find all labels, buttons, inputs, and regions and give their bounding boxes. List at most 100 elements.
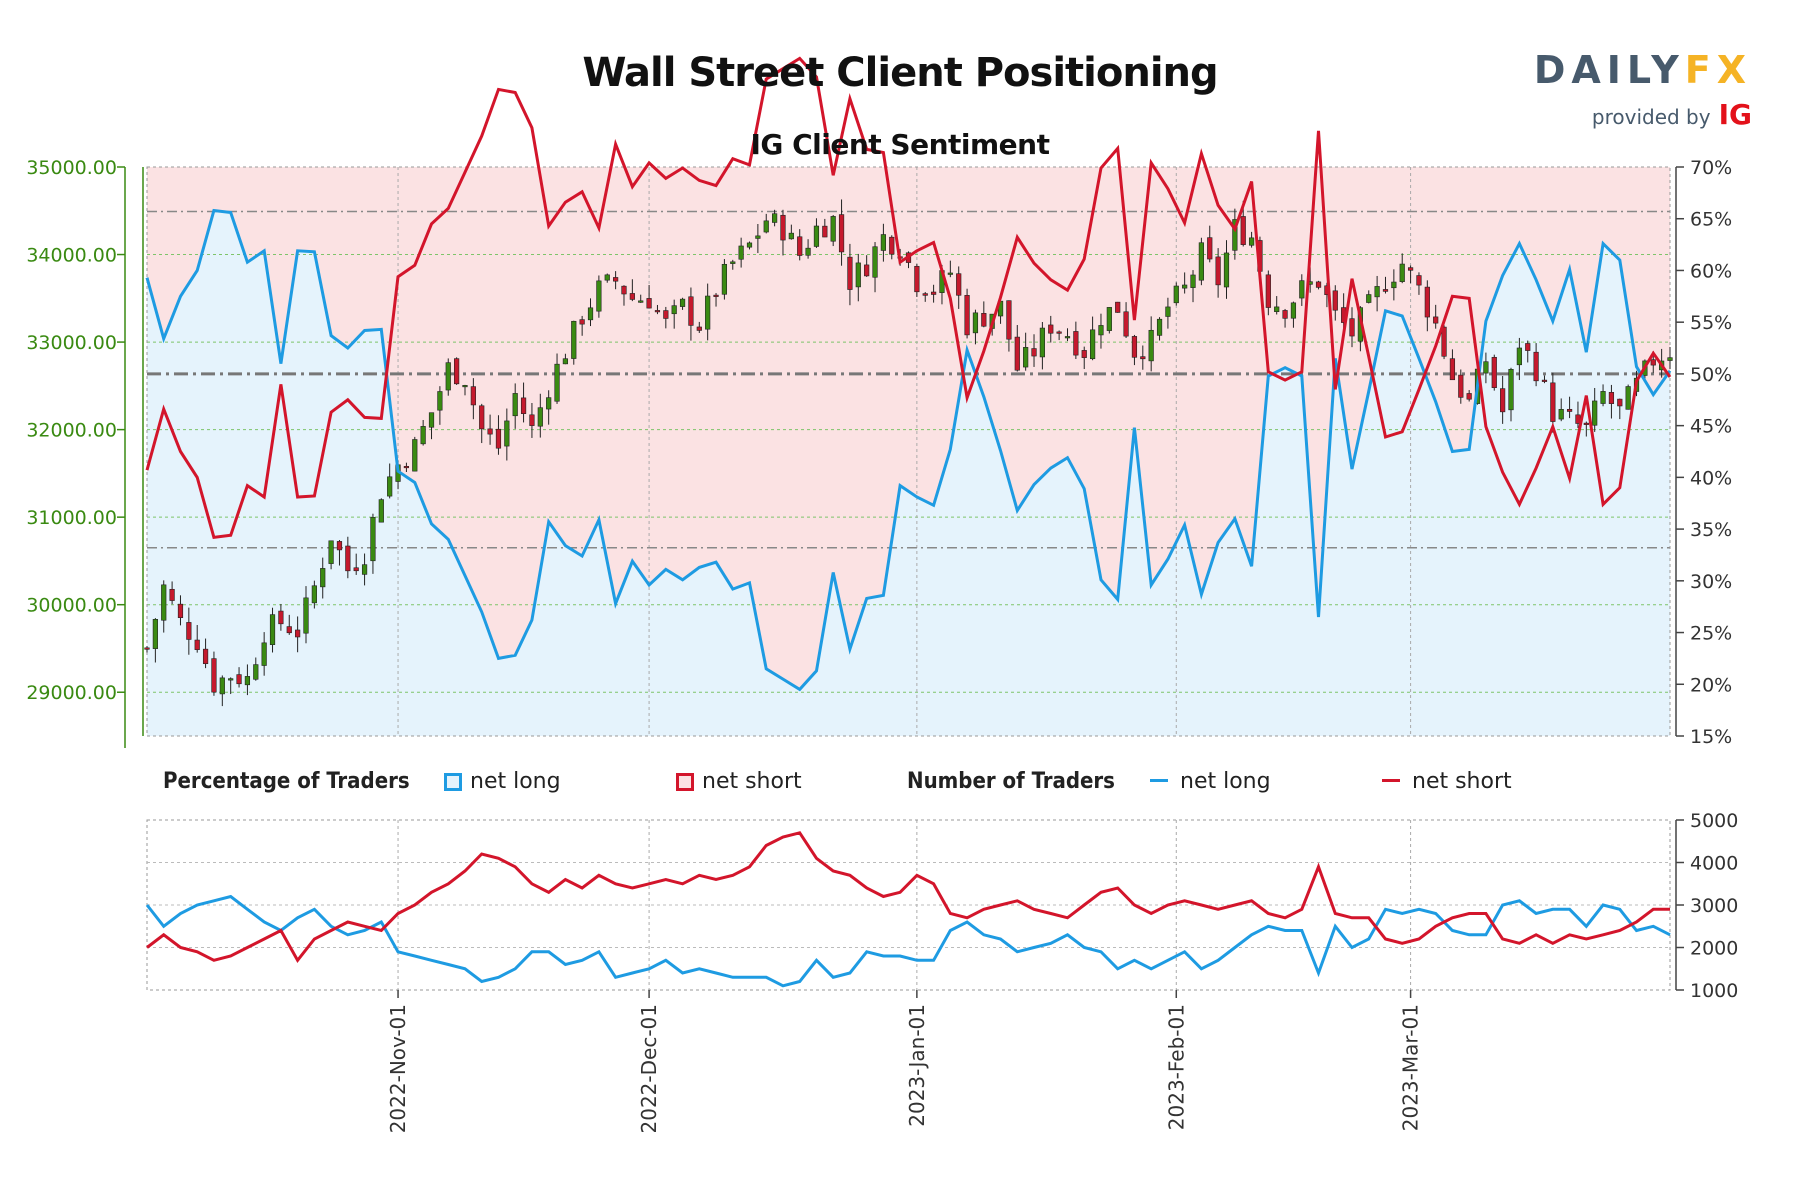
candle-body (236, 674, 242, 685)
candle-body (1098, 325, 1104, 336)
candle-body (219, 677, 225, 695)
logo-brand-accent: FX (1684, 48, 1752, 92)
dailyfx-logo: DAILYFX provided by IG (1534, 48, 1760, 131)
candle-body (1566, 408, 1573, 412)
candle-body (1617, 398, 1623, 407)
candle-body (638, 300, 644, 303)
candle-body (1558, 409, 1564, 420)
candle-body (1081, 350, 1087, 358)
candle-body (1240, 216, 1246, 245)
legend-pct-short-label: net short (702, 769, 802, 794)
candle-body (1449, 358, 1456, 381)
candle-body (186, 622, 192, 640)
legend-pct-long-label: net long (470, 769, 561, 794)
candle-body (177, 603, 184, 618)
candle-body (1165, 306, 1171, 317)
candle-body (721, 263, 728, 295)
candle-body (1014, 336, 1020, 371)
candle-body (1491, 356, 1497, 388)
candle-body (403, 466, 410, 469)
candle-body (278, 610, 284, 625)
pct-tick-label: 50% (1690, 364, 1732, 386)
candle-body (889, 236, 895, 255)
candle-body (353, 567, 359, 572)
date-tick-label: 2023-Mar-01 (1399, 1004, 1423, 1131)
candle-body (1583, 422, 1589, 425)
candle-body (1424, 286, 1430, 318)
pct-tick-label: 40% (1690, 467, 1732, 489)
net-short-line-icon (1382, 779, 1400, 782)
candle-body (830, 216, 836, 242)
price-tick-label: 29000.00 (26, 682, 117, 704)
candle-body (428, 412, 435, 428)
candle-body (964, 295, 970, 336)
candle-body (495, 428, 502, 449)
candle-body (211, 658, 217, 693)
candle-body (1625, 386, 1631, 410)
candle-body (1592, 400, 1598, 426)
candle-body (763, 220, 769, 233)
candle-body (470, 386, 476, 406)
candle-body (1366, 294, 1372, 303)
pct-tick-label: 35% (1690, 519, 1732, 541)
candle-body (537, 407, 543, 427)
candle-body (445, 362, 451, 391)
candle-body (1115, 301, 1121, 313)
candle-body (1332, 290, 1338, 311)
candle-body (361, 564, 368, 575)
candle-body (1156, 318, 1163, 336)
candle-body (1458, 374, 1464, 398)
candle-body (805, 247, 811, 256)
candle-body (1466, 393, 1472, 400)
candle-body (596, 280, 602, 312)
candle-body (1483, 361, 1489, 374)
candle-body (579, 319, 585, 325)
candle-body (1667, 357, 1673, 361)
candle-body (755, 235, 761, 239)
candle-body (629, 293, 635, 300)
candle-body (378, 499, 384, 523)
candle-body (1248, 237, 1255, 246)
candle-body (303, 597, 309, 634)
net-short-swatch-icon (676, 773, 694, 791)
legend-pct-long: net long (444, 766, 561, 798)
candle-body (587, 307, 594, 321)
candle-body (864, 264, 870, 277)
candle-body (437, 391, 443, 411)
candle-body (772, 213, 778, 223)
candle-body (981, 313, 987, 327)
candle-body (914, 265, 920, 293)
candle-body (152, 619, 158, 649)
date-tick-label: 2023-Jan-01 (905, 1004, 929, 1127)
candle-body (705, 295, 711, 330)
candle-body (1064, 336, 1071, 339)
ig-logo: IG (1718, 98, 1752, 131)
candle-body (1215, 256, 1221, 286)
candle-body (504, 420, 510, 447)
candle-body (922, 293, 928, 296)
candle-body (746, 242, 753, 248)
legend-num-long-label: net long (1180, 769, 1271, 794)
logo-brand-main: DAILY (1533, 48, 1685, 92)
candle-body (730, 261, 736, 264)
price-tick-label: 32000.00 (26, 420, 117, 442)
chart-subtitle: IG Client Sentiment (750, 128, 1050, 161)
candle-body (1232, 219, 1238, 251)
candle-body (1123, 311, 1129, 337)
candle-body (1550, 382, 1556, 422)
candle-body (688, 296, 694, 326)
candle-body (621, 285, 627, 295)
candle-body (328, 540, 334, 564)
candle-body (228, 678, 234, 681)
candle-body (286, 626, 292, 634)
candle-body (1031, 348, 1037, 357)
price-tick-label: 31000.00 (26, 507, 117, 529)
candle-body (253, 664, 259, 680)
net-long-count-line (145, 894, 1671, 988)
candle-body (696, 326, 702, 331)
candle-body (1349, 318, 1355, 337)
candle-body (1516, 347, 1522, 366)
count-tick-label: 2000 (1690, 938, 1738, 960)
candle-body (529, 414, 535, 426)
candle-body (1265, 274, 1271, 308)
